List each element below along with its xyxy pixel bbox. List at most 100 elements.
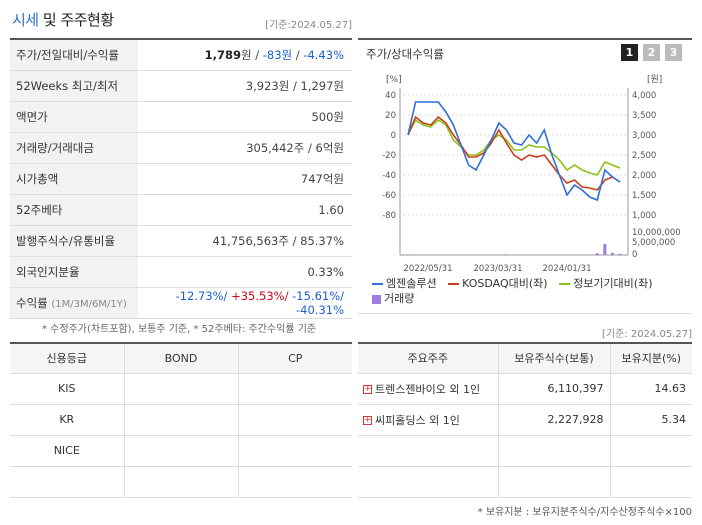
y-right-tick-label: 1,500 [632,191,656,201]
table-row [358,434,692,467]
credit-bond [123,372,239,405]
volume-tick-label: 0 [632,250,637,260]
holder-shares: 2,227,928 [497,403,611,436]
right-unit-label: [원] [647,74,662,85]
price-unit: 원 [240,47,252,62]
volume-bar [603,244,607,255]
y-right-tick-label: 4,000 [632,91,656,101]
holder-pct [609,434,692,467]
chart-legend: 엠젠솔루션 KOSDAQ대비(좌) 정보기기대비(좌) 거래량 [372,276,692,306]
table-row: NICE [10,434,352,467]
holder-name [358,465,499,498]
credit-bond [123,465,239,498]
legend-kosdaq-swatch [448,283,460,285]
chart-tab-3[interactable]: 3 [665,44,682,61]
credit-cp [237,465,352,498]
volume-bar [504,254,508,255]
mcap-row: 시가총액 747억원 [10,163,352,195]
price-chart: [%] [원] 40 4,000 20 3,500 0 3,000 -20 2,500 -40 2,0… [382,74,681,274]
y-left-tick-label: -20 [382,151,396,161]
quote-info-table: 주가/전일대비/수익률 1,789원 / -83원 / -4.43% 52Wee… [10,38,352,319]
return-label: 수익률 (1M/3M/6M/1Y) [10,287,138,319]
sector-series-line [407,118,621,176]
footnote-left: * 수정주가(차트포함), 보통주 기준, * 52주베타: 주간수익률 기준 [42,324,317,335]
mcap-value: 747억원 [138,163,352,195]
price-series-line [407,101,621,202]
volume-tick-label: 10,000,000 [632,228,681,238]
holder-name-text: 씨피홀딩스 외 1인 [375,413,460,427]
legend-kosdaq: KOSDAQ대비(좌) [448,276,548,291]
holder-shares [497,434,611,467]
volume-bar [618,253,622,255]
price-row: 주가/전일대비/수익률 1,789원 / -83원 / -4.43% [10,39,352,71]
credit-header-cp: CP [237,343,352,374]
return-row: 수익률 (1M/3M/6M/1Y) -12.73%/ +35.53%/ -15.… [10,287,352,319]
price-change: -83원 [262,47,293,62]
table-row: + 트렌스젠바이오 외 1인 6,110,397 14.63 [358,372,692,405]
x-tick-label: 2023/03/31 [474,264,523,274]
return-periods: (1M/3M/6M/1Y) [51,298,127,310]
y-left-tick-label: 20 [385,111,396,121]
y-left-tick-label: -40 [382,171,396,181]
footnote-right: [기준: 2024.05.27] [601,329,692,340]
table-row: KR [10,403,352,436]
legend-sector-swatch [559,283,571,285]
return-label-text: 수익률 [16,295,48,310]
chart-tab-2[interactable]: 2 [643,44,660,61]
legend-price-swatch [372,283,383,285]
holder-name[interactable]: + 씨피홀딩스 외 1인 [358,403,499,436]
y-left-tick-label: 40 [385,91,396,101]
x-tick-label: 2024/01/31 [543,264,592,274]
holder-shares: 6,110,397 [497,372,611,405]
holder-name-text: 트렌스젠바이오 외 1인 [375,382,481,396]
beta-label: 52주베타 [10,194,138,226]
y-right-tick-label: 1,000 [632,211,656,221]
legend-volume-swatch [372,294,381,304]
title-rest: 및 주주현황 [38,11,114,29]
foreign-row: 외국인지분율 0.33% [10,256,352,288]
week52-label: 52Weeks 최고/최저 [10,70,138,102]
bottom-note: * 보유지분 : 보유지분주식수/지수산정주식수×100 [477,507,692,518]
credit-agency [10,465,125,498]
legend-volume-label: 거래량 [384,292,415,305]
holder-pct: 5.34 [609,403,692,436]
foreign-value: 0.33% [138,256,352,288]
table-row [10,465,352,498]
price-value: 1,789원 / -83원 / -4.43% [138,39,352,71]
volume-tick-label: 5,000,000 [632,238,675,248]
credit-agency: KR [10,403,125,436]
credit-cp [237,434,352,467]
section-header: 시세 및 주주현황 [기준:2024.05.27] [10,6,352,32]
holder-name[interactable]: + 트렌스젠바이오 외 1인 [358,372,499,405]
chart-tab-1[interactable]: 1 [621,44,638,61]
volume-row: 거래량/거래대금 305,442주 / 6억원 [10,132,352,164]
y-right-tick-label: 3,500 [632,111,656,121]
return-1y: -40.31% [296,302,344,317]
legend-volume: 거래량 [372,291,414,306]
credit-agency: NICE [10,434,125,467]
week52-row: 52Weeks 최고/최저 3,923원 / 1,297원 [10,70,352,102]
section-title: 시세 및 주주현황 [12,9,114,30]
volume-bar [595,253,599,255]
table-row [358,465,692,498]
holders-header-shares: 보유주식수(보통) [497,343,611,374]
credit-header-bond: BOND [123,343,239,374]
expand-icon[interactable]: + [363,384,372,394]
week52-value: 3,923원 / 1,297원 [138,70,352,102]
major-shareholders-table: 주요주주 보유주식수(보통) 보유지분(%) + 트렌스젠바이오 외 1인 6,1… [358,342,692,498]
table-row: KIS [10,372,352,405]
left-unit-label: [%] [386,75,402,85]
credit-cp [237,372,352,405]
return-value: -12.73%/ +35.53%/ -15.61%/ -40.31% [138,287,352,319]
beta-row: 52주베타 1.60 [10,194,352,226]
y-right-tick-label: 2,000 [632,171,656,181]
volume-bar [610,252,614,255]
kosdaq-series-line [407,115,621,191]
legend-sector: 정보기기대비(좌) [559,276,653,291]
shares-row: 발행주식수/유통비율 41,756,563주 / 85.37% [10,225,352,257]
credit-bond [123,403,239,436]
holder-pct: 14.63 [609,372,692,405]
par-row: 액면가 500원 [10,101,352,133]
holders-header-pct: 보유지분(%) [609,343,692,374]
expand-icon[interactable]: + [363,415,372,425]
